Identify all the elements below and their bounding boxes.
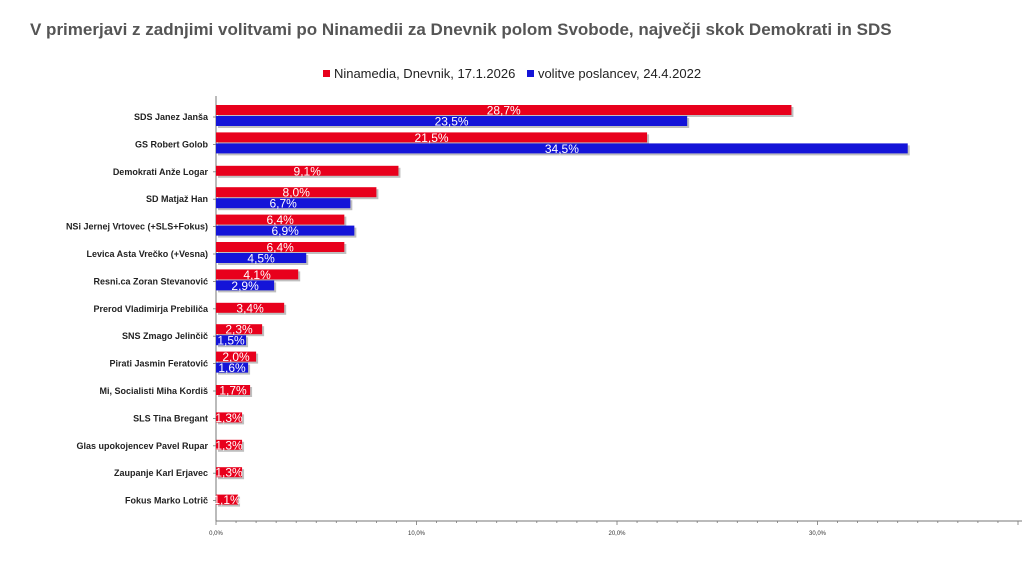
category-label: Mi, Socialisti Miha Kordiš	[99, 386, 208, 396]
bar-ninamedia	[216, 439, 243, 450]
x-tick-label: 30,0%	[809, 531, 827, 537]
category-label: Prerod Vladimirja Prebiliča	[93, 304, 209, 314]
data-label-ninamedia: 1,1%	[213, 493, 241, 507]
data-label-ninamedia: 1,7%	[219, 384, 247, 398]
bar-ninamedia	[216, 132, 648, 143]
bar-ninamedia	[216, 214, 345, 225]
x-tick-label: 10,0%	[408, 531, 426, 537]
data-label-volitve: 23,5%	[435, 115, 469, 129]
category-label: Zaupanje Karl Erjavec	[114, 468, 208, 478]
data-label-ninamedia: 1,3%	[215, 411, 243, 425]
data-label-ninamedia: 9,1%	[294, 164, 322, 178]
data-label-ninamedia: 8,0%	[283, 186, 311, 200]
category-label: Resni.ca Zoran Stevanović	[93, 276, 208, 286]
bar-ninamedia	[216, 324, 263, 335]
legend-label-volitve: volitve poslancev, 24.4.2022	[537, 66, 702, 81]
data-label-ninamedia: 3,4%	[236, 301, 264, 315]
category-label: Glas upokojencev Pavel Rupar	[76, 441, 208, 451]
bar-ninamedia	[216, 242, 345, 252]
chart-title: V primerjavi z zadnjimi volitvami po Nin…	[30, 20, 892, 39]
category-label: Levica Asta Vrečko (+Vesna)	[87, 249, 209, 259]
category-label: NSi Jernej Vrtovec (+SLS+Fokus)	[66, 222, 208, 232]
bar-ninamedia	[216, 269, 299, 280]
data-label-volitve: 4,5%	[247, 252, 275, 266]
bar-ninamedia	[216, 105, 792, 115]
data-label-volitve: 1,5%	[217, 334, 245, 348]
data-label-volitve: 6,9%	[271, 224, 299, 238]
bar-ninamedia	[216, 385, 251, 395]
data-label-ninamedia: 6,4%	[266, 213, 294, 227]
data-label-volitve: 6,7%	[269, 197, 297, 211]
category-label: SD Matjaž Han	[146, 194, 208, 204]
data-label-ninamedia: 21,5%	[415, 131, 449, 145]
bar-volitve	[216, 143, 908, 154]
category-label: Demokrati Anže Logar	[113, 167, 209, 177]
data-label-volitve: 1,6%	[218, 361, 246, 375]
legend-swatch-ninamedia	[322, 70, 330, 78]
x-tick-label: 0,0%	[209, 531, 223, 537]
bar-volitve	[216, 116, 688, 126]
data-label-ninamedia: 1,3%	[215, 466, 243, 480]
bar-volitve	[216, 280, 275, 291]
data-label-ninamedia: 6,4%	[266, 241, 294, 255]
category-label: SDS Janez Janša	[134, 112, 209, 122]
bar-volitve	[216, 362, 249, 373]
legend-item-ninamedia: Ninamedia, Dnevnik, 17.1.2026	[322, 66, 516, 81]
bar-ninamedia	[216, 494, 239, 505]
bar-ninamedia	[216, 187, 377, 198]
category-label: Pirati Jasmin Feratović	[109, 359, 208, 369]
legend-label-ninamedia: Ninamedia, Dnevnik, 17.1.2026	[333, 66, 516, 81]
data-label-ninamedia: 28,7%	[487, 104, 521, 118]
data-label-ninamedia: 1,3%	[215, 438, 243, 452]
bar-ninamedia	[216, 467, 243, 478]
legend: Ninamedia, Dnevnik, 17.1.2026 volitve po…	[0, 66, 1024, 81]
bar-volitve	[216, 335, 247, 346]
legend-swatch-volitve	[526, 70, 534, 78]
legend-item-volitve: volitve poslancev, 24.4.2022	[526, 66, 702, 81]
data-label-ninamedia: 2,0%	[222, 350, 250, 364]
category-label: SLS Tina Bregant	[133, 413, 208, 423]
category-label: GS Robert Golob	[135, 139, 209, 149]
category-label: Fokus Marko Lotrič	[125, 496, 208, 506]
bar-volitve	[216, 198, 351, 209]
data-label-volitve: 34,5%	[545, 142, 579, 156]
data-label-ninamedia: 2,3%	[225, 323, 253, 337]
bar-ninamedia	[216, 302, 285, 313]
bar-ninamedia	[216, 165, 399, 176]
bar-ninamedia	[216, 351, 257, 362]
data-label-volitve: 2,9%	[231, 279, 259, 293]
bar-volitve	[216, 253, 307, 263]
bar-volitve	[216, 225, 355, 236]
bar-ninamedia	[216, 412, 243, 423]
x-tick-label: 20,0%	[608, 531, 626, 537]
data-label-ninamedia: 4,1%	[243, 268, 271, 282]
category-label: SNS Zmago Jelinčič	[122, 331, 208, 341]
